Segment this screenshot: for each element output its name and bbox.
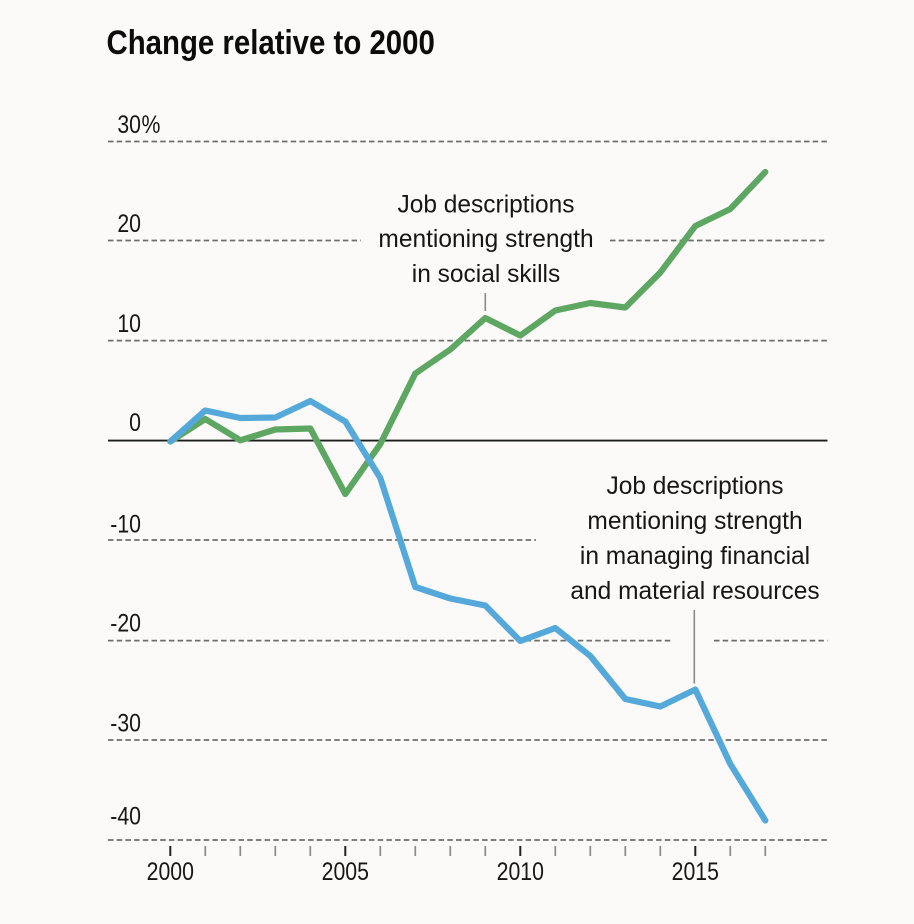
svg-text:0: 0 [129,408,141,436]
svg-text:mentioning strength: mentioning strength [587,508,802,535]
svg-text:2005: 2005 [322,857,369,885]
svg-text:-20: -20 [110,609,141,637]
svg-text:mentioning strength: mentioning strength [378,226,593,253]
svg-text:in managing financial: in managing financial [580,543,810,570]
svg-text:2000: 2000 [147,857,194,885]
svg-text:2010: 2010 [497,857,544,885]
svg-text:10: 10 [117,309,141,337]
svg-text:30: 30 [117,110,141,138]
svg-text:20: 20 [117,210,141,238]
svg-text:Job descriptions: Job descriptions [606,473,783,500]
svg-text:in social skills: in social skills [412,261,560,288]
svg-text:Change relative to 2000: Change relative to 2000 [107,23,435,62]
svg-text:-40: -40 [110,802,141,830]
svg-text:2015: 2015 [672,857,719,885]
svg-text:Job descriptions: Job descriptions [397,191,574,218]
svg-text:-10: -10 [110,510,141,538]
svg-text:-30: -30 [110,709,141,737]
svg-text:%: % [142,110,161,138]
svg-text:and material resources: and material resources [570,578,819,605]
